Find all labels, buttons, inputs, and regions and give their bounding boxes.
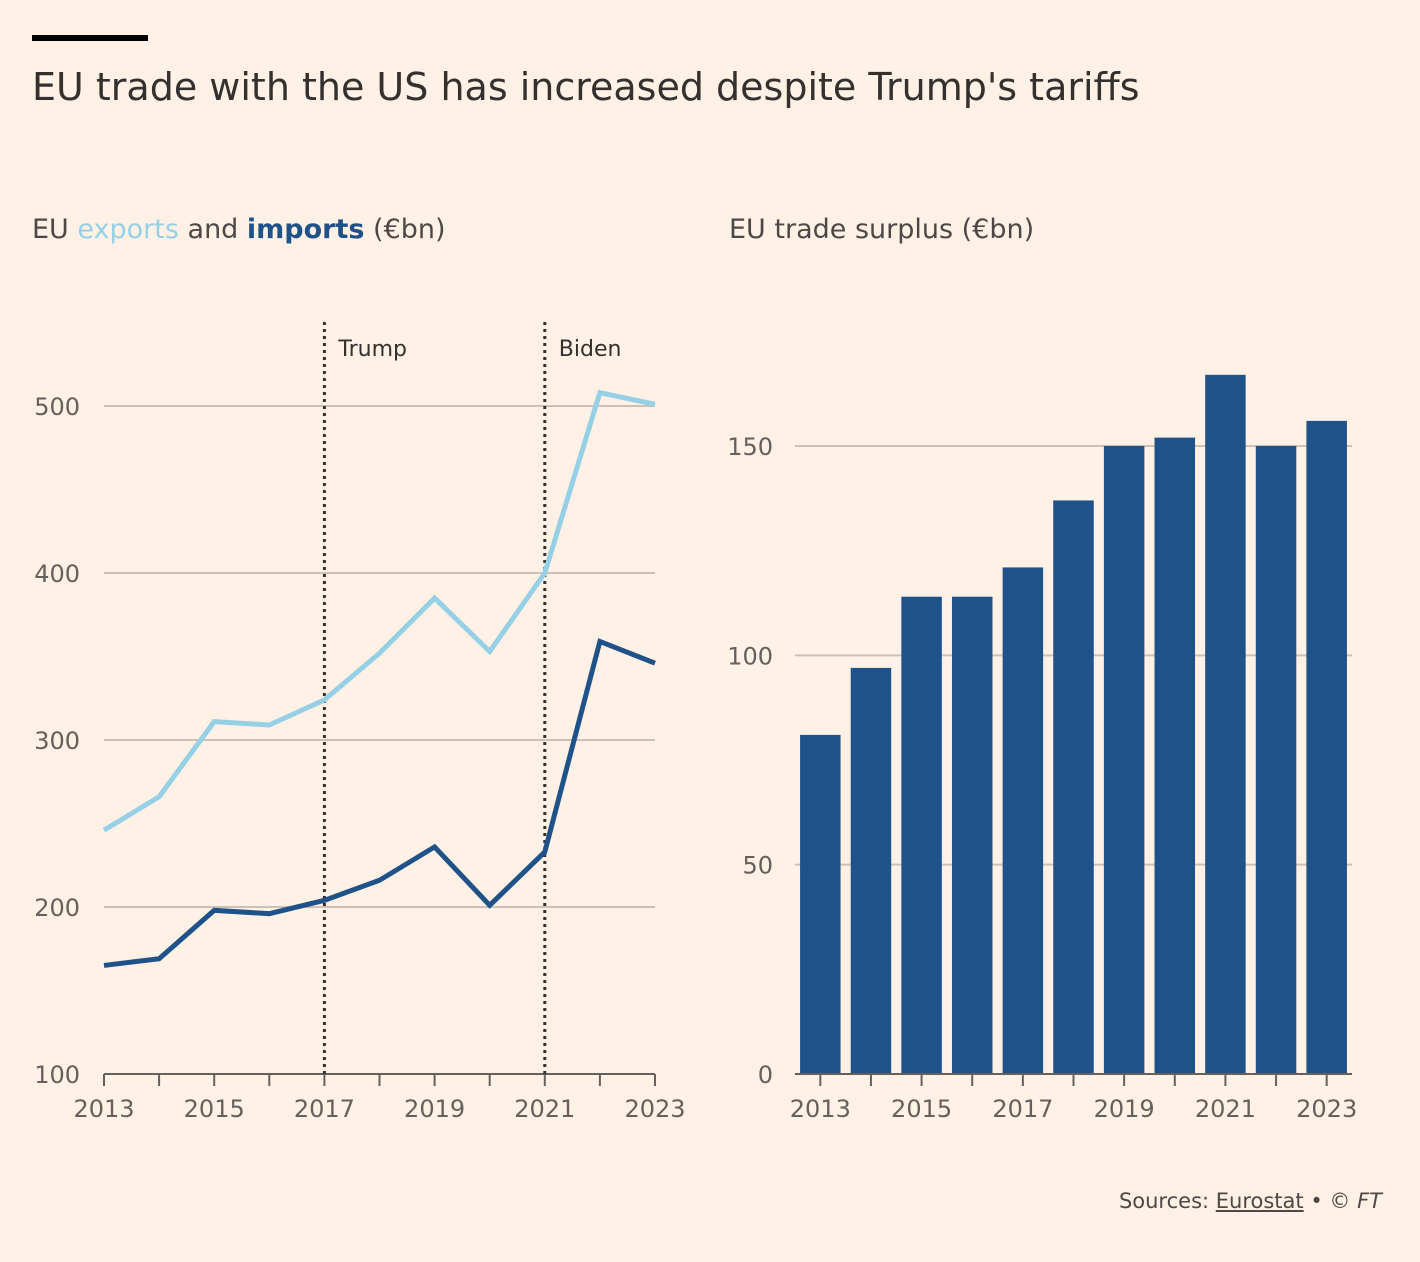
bar-2016 xyxy=(951,596,993,1074)
left-x-tick-label: 2015 xyxy=(184,1095,245,1123)
left-y-tick-label: 100 xyxy=(34,1061,80,1089)
annotation-label-trump: Trump xyxy=(337,337,407,362)
subtitle-prefix: EU xyxy=(32,214,78,245)
right-y-tick-label: 0 xyxy=(758,1061,773,1089)
right-x-tick-label: 2019 xyxy=(1094,1095,1155,1123)
right-x-tick-label: 2023 xyxy=(1296,1095,1357,1123)
right-x-tick-label: 2017 xyxy=(992,1095,1053,1123)
bar-2013 xyxy=(800,734,841,1074)
subtitle-middle: and xyxy=(178,214,247,245)
legend-exports: exports xyxy=(77,214,179,245)
left-y-tick-label: 300 xyxy=(34,727,80,755)
annotation-label-biden: Biden xyxy=(559,337,622,362)
left-x-tick-label: 2013 xyxy=(73,1095,134,1123)
right-y-tick-label: 150 xyxy=(727,433,773,461)
source-prefix: Sources: xyxy=(1118,1189,1216,1213)
series-line-imports xyxy=(103,638,656,968)
left-y-tick-label: 200 xyxy=(34,894,80,922)
bar-2020 xyxy=(1154,437,1196,1074)
series-line-exports xyxy=(102,389,656,833)
bar-2022 xyxy=(1255,446,1297,1074)
chart-title: EU trade with the US has increased despi… xyxy=(32,65,1140,109)
left-x-tick-label: 2023 xyxy=(624,1095,685,1123)
left-x-tick-label: 2017 xyxy=(294,1095,355,1123)
bar-2021 xyxy=(1205,374,1246,1074)
ft-credit: FT xyxy=(1357,1189,1382,1213)
right-chart-subtitle: EU trade surplus (€bn) xyxy=(729,214,1035,245)
source-separator: • © xyxy=(1303,1189,1358,1213)
left-y-tick-label: 500 xyxy=(34,393,80,421)
right-y-tick-label: 50 xyxy=(742,852,773,880)
right-x-tick-label: 2015 xyxy=(891,1095,952,1123)
left-x-tick-label: 2021 xyxy=(514,1095,575,1123)
right-y-tick-label: 100 xyxy=(727,642,773,670)
right-x-tick-label: 2021 xyxy=(1195,1095,1256,1123)
legend-imports: imports xyxy=(246,214,365,245)
left-chart-subtitle: EU exports and imports (€bn) xyxy=(32,210,446,250)
bar-2014 xyxy=(850,667,892,1074)
left-x-tick-label: 2019 xyxy=(404,1095,465,1123)
bar-2019 xyxy=(1103,446,1145,1074)
bar-2018 xyxy=(1053,500,1094,1075)
right-x-tick-label: 2013 xyxy=(790,1095,851,1123)
source-link-eurostat[interactable]: Eurostat xyxy=(1215,1189,1304,1213)
subtitle-suffix: (€bn) xyxy=(364,214,446,245)
brand-topbar xyxy=(32,35,148,41)
left-y-tick-label: 400 xyxy=(34,560,80,588)
bar-2015 xyxy=(901,596,942,1074)
source-note: Sources: Eurostat • © FT xyxy=(1119,1186,1382,1216)
bar-2017 xyxy=(1002,567,1044,1074)
bar-2023 xyxy=(1306,420,1347,1074)
